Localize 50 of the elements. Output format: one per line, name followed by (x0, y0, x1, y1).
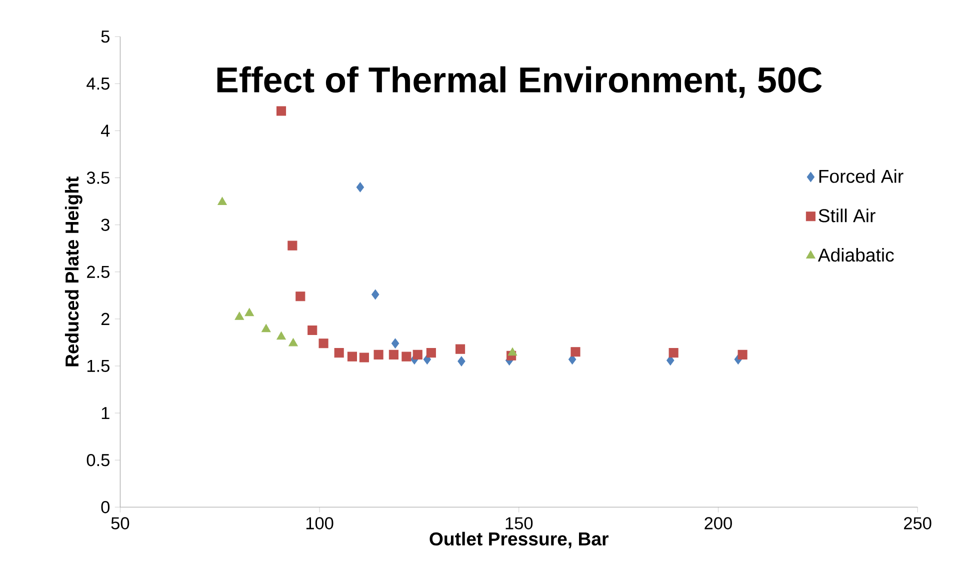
x-tick-label: 250 (904, 517, 932, 530)
point (334, 348, 344, 358)
point (391, 338, 400, 349)
y-tick-label: 4 (100, 124, 110, 137)
y-tick-label: 2.5 (87, 266, 110, 278)
text: Effect of Thermal Environment, 50C (217, 66, 822, 98)
point (318, 338, 328, 348)
y-tick-label: 4.5 (86, 78, 110, 90)
point (388, 350, 398, 360)
point (458, 356, 466, 366)
point (347, 352, 358, 362)
point (738, 350, 748, 360)
point (288, 338, 298, 346)
point (412, 350, 422, 360)
point (570, 347, 580, 357)
point (308, 326, 318, 336)
point (244, 308, 254, 316)
x-tick-label: 150 (506, 517, 533, 530)
point (371, 290, 380, 300)
point (261, 324, 271, 332)
point (402, 352, 412, 362)
y-tick-label: 0.5 (86, 454, 110, 466)
y-tick-label: 2 (101, 312, 110, 326)
y-tick-label: 3.5 (86, 172, 110, 184)
point (296, 292, 306, 302)
point (426, 348, 436, 358)
y-axis-title: Reduced Plate Height (64, 176, 82, 366)
legend-label: Forced Air (819, 169, 904, 183)
point (288, 240, 298, 250)
x-tick-label: 50 (111, 517, 130, 530)
x-tick-label: 100 (306, 517, 334, 530)
point (234, 312, 244, 320)
x-axis-title: Outlet Pressure, Bar (430, 532, 608, 548)
point (508, 348, 518, 356)
point (668, 348, 678, 358)
y-tick-label: 0 (101, 501, 110, 514)
point (218, 197, 227, 206)
legend-label: Adiabatic (818, 248, 894, 262)
legend-label: Still Air (818, 208, 876, 222)
point (356, 182, 364, 192)
point (276, 332, 286, 340)
y-tick-label: 3 (101, 218, 110, 232)
point (374, 350, 384, 360)
y-tick-label: 1 (102, 407, 110, 420)
x-tick-label: 200 (704, 517, 732, 530)
y-tick-label: 5 (101, 30, 110, 43)
point (276, 106, 286, 116)
y-tick-label: 1.5 (87, 360, 110, 372)
point (455, 344, 466, 354)
point (359, 352, 369, 362)
